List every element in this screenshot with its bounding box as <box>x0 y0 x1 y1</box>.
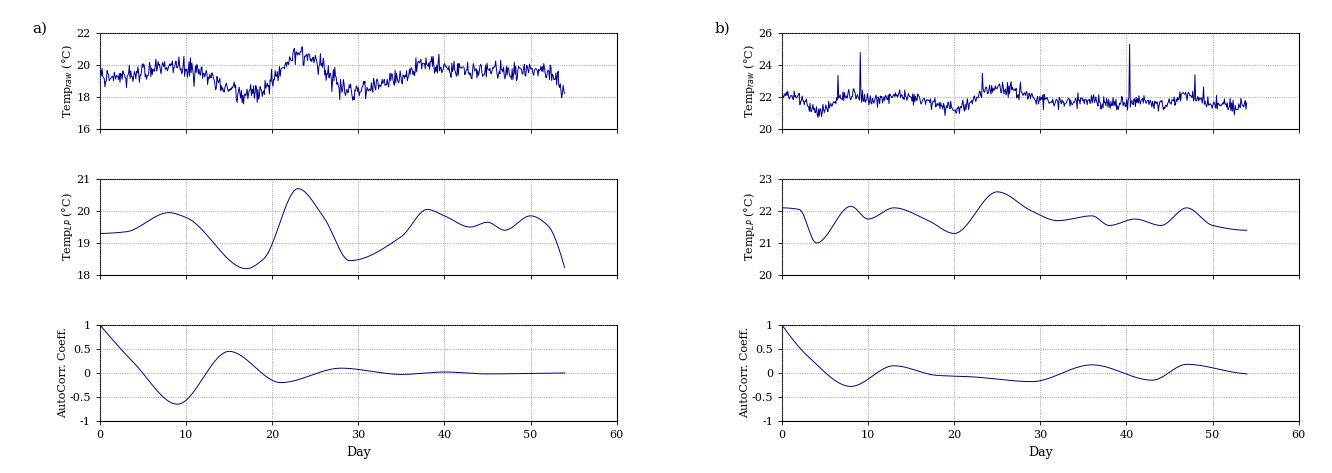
X-axis label: Day: Day <box>1028 446 1052 458</box>
Y-axis label: AutoCorr. Coeff.: AutoCorr. Coeff. <box>59 327 68 419</box>
Text: b): b) <box>715 22 730 35</box>
X-axis label: Day: Day <box>346 446 370 458</box>
Y-axis label: Temp$_{LP}$ (°C): Temp$_{LP}$ (°C) <box>742 193 758 262</box>
Y-axis label: Temp$_{raw}$ (°C): Temp$_{raw}$ (°C) <box>742 44 758 118</box>
Y-axis label: Temp$_{LP}$ (°C): Temp$_{LP}$ (°C) <box>60 193 75 262</box>
Y-axis label: AutoCorr. Coeff.: AutoCorr. Coeff. <box>741 327 750 419</box>
Text: a): a) <box>33 22 48 35</box>
Y-axis label: Temp$_{raw}$ (°C): Temp$_{raw}$ (°C) <box>60 44 75 118</box>
